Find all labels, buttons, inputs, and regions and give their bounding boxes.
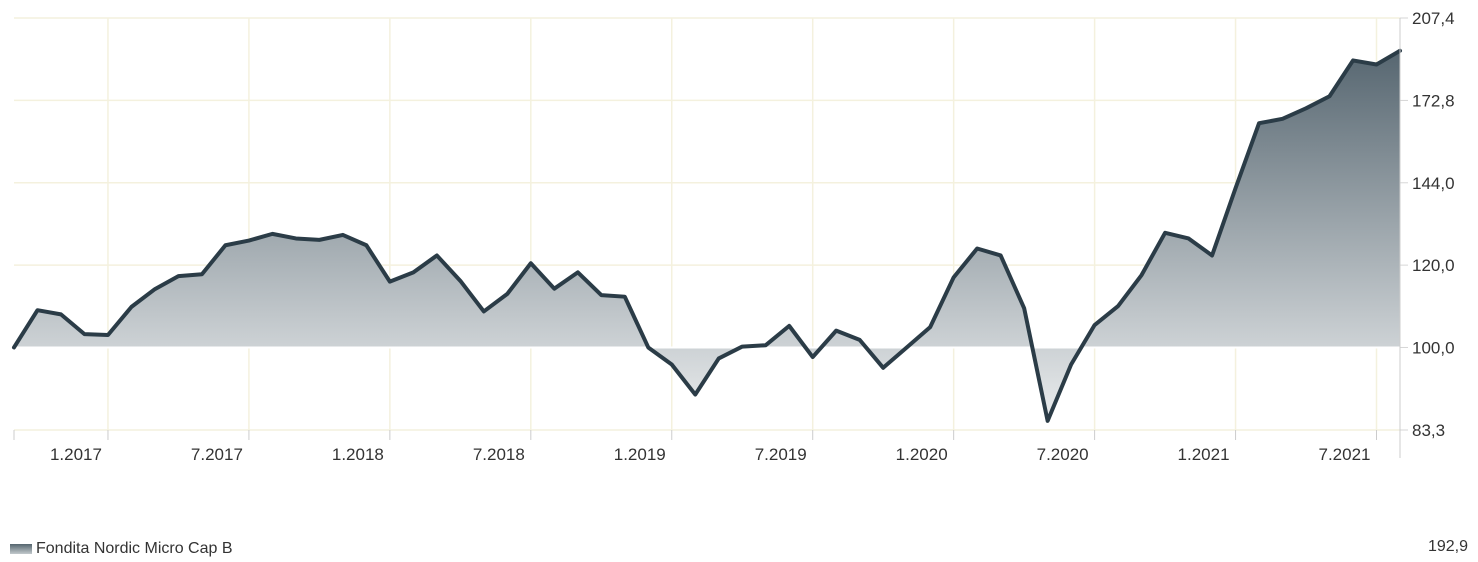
series-area-fill [14, 50, 1400, 421]
x-tick-label: 7.2021 [1319, 445, 1371, 464]
y-tick-label: 83,3 [1412, 421, 1445, 440]
x-tick-label: 1.2019 [614, 445, 666, 464]
chart-area: 207,4 172,8 144,0 120,0 100,0 83,3 1.2017 7.201… [12, 9, 1455, 464]
legend-swatch [10, 544, 32, 554]
y-tick-label: 120,0 [1412, 256, 1455, 275]
x-tick-label: 7.2018 [473, 445, 525, 464]
legend-series-name: Fondita Nordic Micro Cap B [36, 540, 233, 557]
x-tick-label: 1.2020 [896, 445, 948, 464]
y-tick-label: 144,0 [1412, 174, 1455, 193]
x-tick-label: 7.2020 [1037, 445, 1089, 464]
last-value: 192,9 [1427, 538, 1468, 555]
x-tick-label: 1.2018 [332, 445, 384, 464]
x-tick-label: 1.2017 [50, 445, 102, 464]
x-tick-label: 7.2017 [191, 445, 243, 464]
axes: 207,4 172,8 144,0 120,0 100,0 83,3 1.2017 7.201… [13, 9, 1455, 464]
x-tick-label: 1.2021 [1178, 445, 1230, 464]
y-tick-label: 207,4 [1412, 9, 1455, 28]
y-tick-label: 100,0 [1412, 338, 1455, 357]
x-tick-label: 7.2019 [755, 445, 807, 464]
legend: Fondita Nordic Micro Cap B [10, 538, 233, 560]
y-tick-label: 172,8 [1412, 91, 1455, 110]
series-line [12, 48, 1402, 423]
